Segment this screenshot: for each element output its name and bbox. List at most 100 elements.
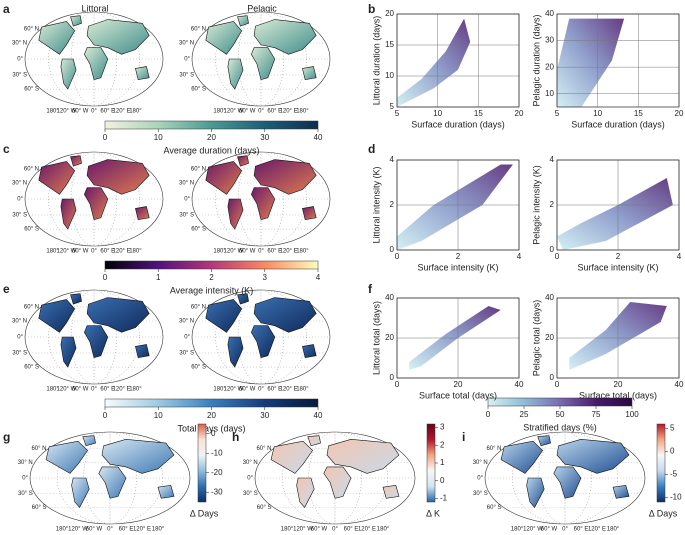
colorbar-tick-label: 0 (103, 411, 108, 420)
lat-label: 0° (184, 197, 190, 203)
lon-label: 180° (377, 527, 390, 533)
graticule (57, 431, 163, 525)
graticule (48, 289, 140, 385)
y-tick-label: 0 (550, 373, 555, 382)
plot-frame (556, 13, 680, 108)
lon-label: 120° W (293, 527, 313, 533)
continent (84, 187, 109, 221)
lat-label: 0° (17, 335, 23, 341)
continent (98, 466, 127, 499)
graticule (308, 431, 362, 525)
continent (500, 440, 543, 474)
lon-label: 60° E (344, 527, 359, 533)
colorbar-tick-label: 5 (670, 424, 675, 433)
x-tick-label: 4 (677, 252, 682, 261)
lat-label: 60° N (24, 26, 39, 32)
lon-label: 180° (213, 249, 226, 255)
lat-label: 60° N (24, 304, 39, 310)
continent (70, 293, 82, 305)
x-tick-label: 4 (517, 252, 522, 261)
lon-label: 180° (129, 249, 142, 255)
lon-label: 180° (296, 249, 309, 255)
lon-label: 60° W (239, 387, 256, 393)
y-axis-label: Pelagic total (days) (531, 300, 541, 377)
lat-label: 60° N (256, 446, 271, 452)
lat-label: 0° (477, 476, 483, 482)
colorbar-tick-label: 40 (314, 411, 323, 420)
lat-label: 30° S (12, 213, 27, 219)
colorbar-tick-label: -10 (670, 493, 682, 502)
colorbar-tick-label: 40 (314, 133, 323, 142)
colorbar-tick-label: 2 (209, 273, 214, 282)
colorbar-tick-label: 100 (625, 410, 639, 419)
plot-frame (396, 297, 520, 379)
y-tick-label: 30 (545, 36, 554, 45)
continent (227, 198, 244, 230)
x-tick-label: 20 (675, 109, 684, 118)
lon-label: 180° (152, 527, 165, 533)
y-tick-label: 40 (385, 293, 394, 302)
lat-label: 30° S (179, 351, 194, 357)
colorbar-label: Total days (days) (177, 423, 245, 433)
panel-letter: e (3, 282, 10, 296)
colorbar-tick-label: 20 (207, 411, 216, 420)
x-tick-label: 0 (395, 380, 400, 389)
panel-letter: i (462, 430, 465, 444)
lon-label: 180° (296, 387, 309, 393)
colorbar (104, 120, 319, 130)
lon-label: 60° E (100, 109, 115, 115)
panel-letter: h (232, 430, 239, 444)
x-tick-label: 5 (555, 109, 560, 118)
colorbar (197, 423, 207, 503)
continent (323, 466, 352, 499)
lon-label: 120° E (588, 527, 606, 533)
plot-frame (396, 159, 520, 251)
lon-label: 180° (46, 109, 59, 115)
colorbar-tick-label: 75 (592, 410, 601, 419)
panel-letter: d (368, 142, 375, 156)
graticule (238, 289, 284, 385)
lat-label: 60° S (191, 365, 206, 371)
graticule (71, 151, 117, 247)
colorbar (104, 260, 319, 270)
lon-label: 60° W (239, 109, 256, 115)
y-tick-label: 20 (385, 9, 394, 18)
lon-label: 0° (258, 387, 264, 393)
continent (227, 58, 244, 90)
continent (326, 439, 400, 474)
continent (227, 336, 244, 368)
x-tick-label: 0 (555, 380, 560, 389)
graticule (215, 151, 307, 247)
continent (253, 19, 317, 55)
lat-label: 30° S (243, 491, 258, 497)
colorbar-tick-label: 4 (316, 273, 321, 282)
lon-label: 120° W (57, 249, 77, 255)
colorbar-tick-label: 30 (260, 133, 269, 142)
continent (45, 440, 88, 474)
graticule (83, 431, 137, 525)
lon-label: 180° (46, 387, 59, 393)
lon-label: 0° (91, 109, 97, 115)
continent (135, 66, 150, 81)
continent (60, 198, 77, 230)
y-tick-label: 4 (390, 155, 395, 164)
continent (38, 161, 76, 195)
colorbar-tick-label: 30 (260, 411, 269, 420)
plot-frame (556, 159, 680, 251)
continent (251, 187, 276, 221)
lon-label: 60° E (100, 249, 115, 255)
lon-label: 0° (562, 527, 568, 533)
continent (70, 155, 82, 167)
continent (86, 297, 150, 333)
lat-label: 60° S (191, 227, 206, 233)
lon-label: 180° (129, 109, 142, 115)
lon-label: 120° E (113, 109, 131, 115)
point-cloud (557, 178, 673, 250)
lat-label: 30° N (179, 319, 194, 325)
y-axis-label: Littoral total (days) (371, 301, 381, 375)
panel-letter: f (368, 282, 373, 296)
x-tick-label: 40 (515, 380, 524, 389)
graticule (238, 151, 284, 247)
graticule (48, 11, 140, 107)
lon-label: 180° (56, 527, 69, 533)
